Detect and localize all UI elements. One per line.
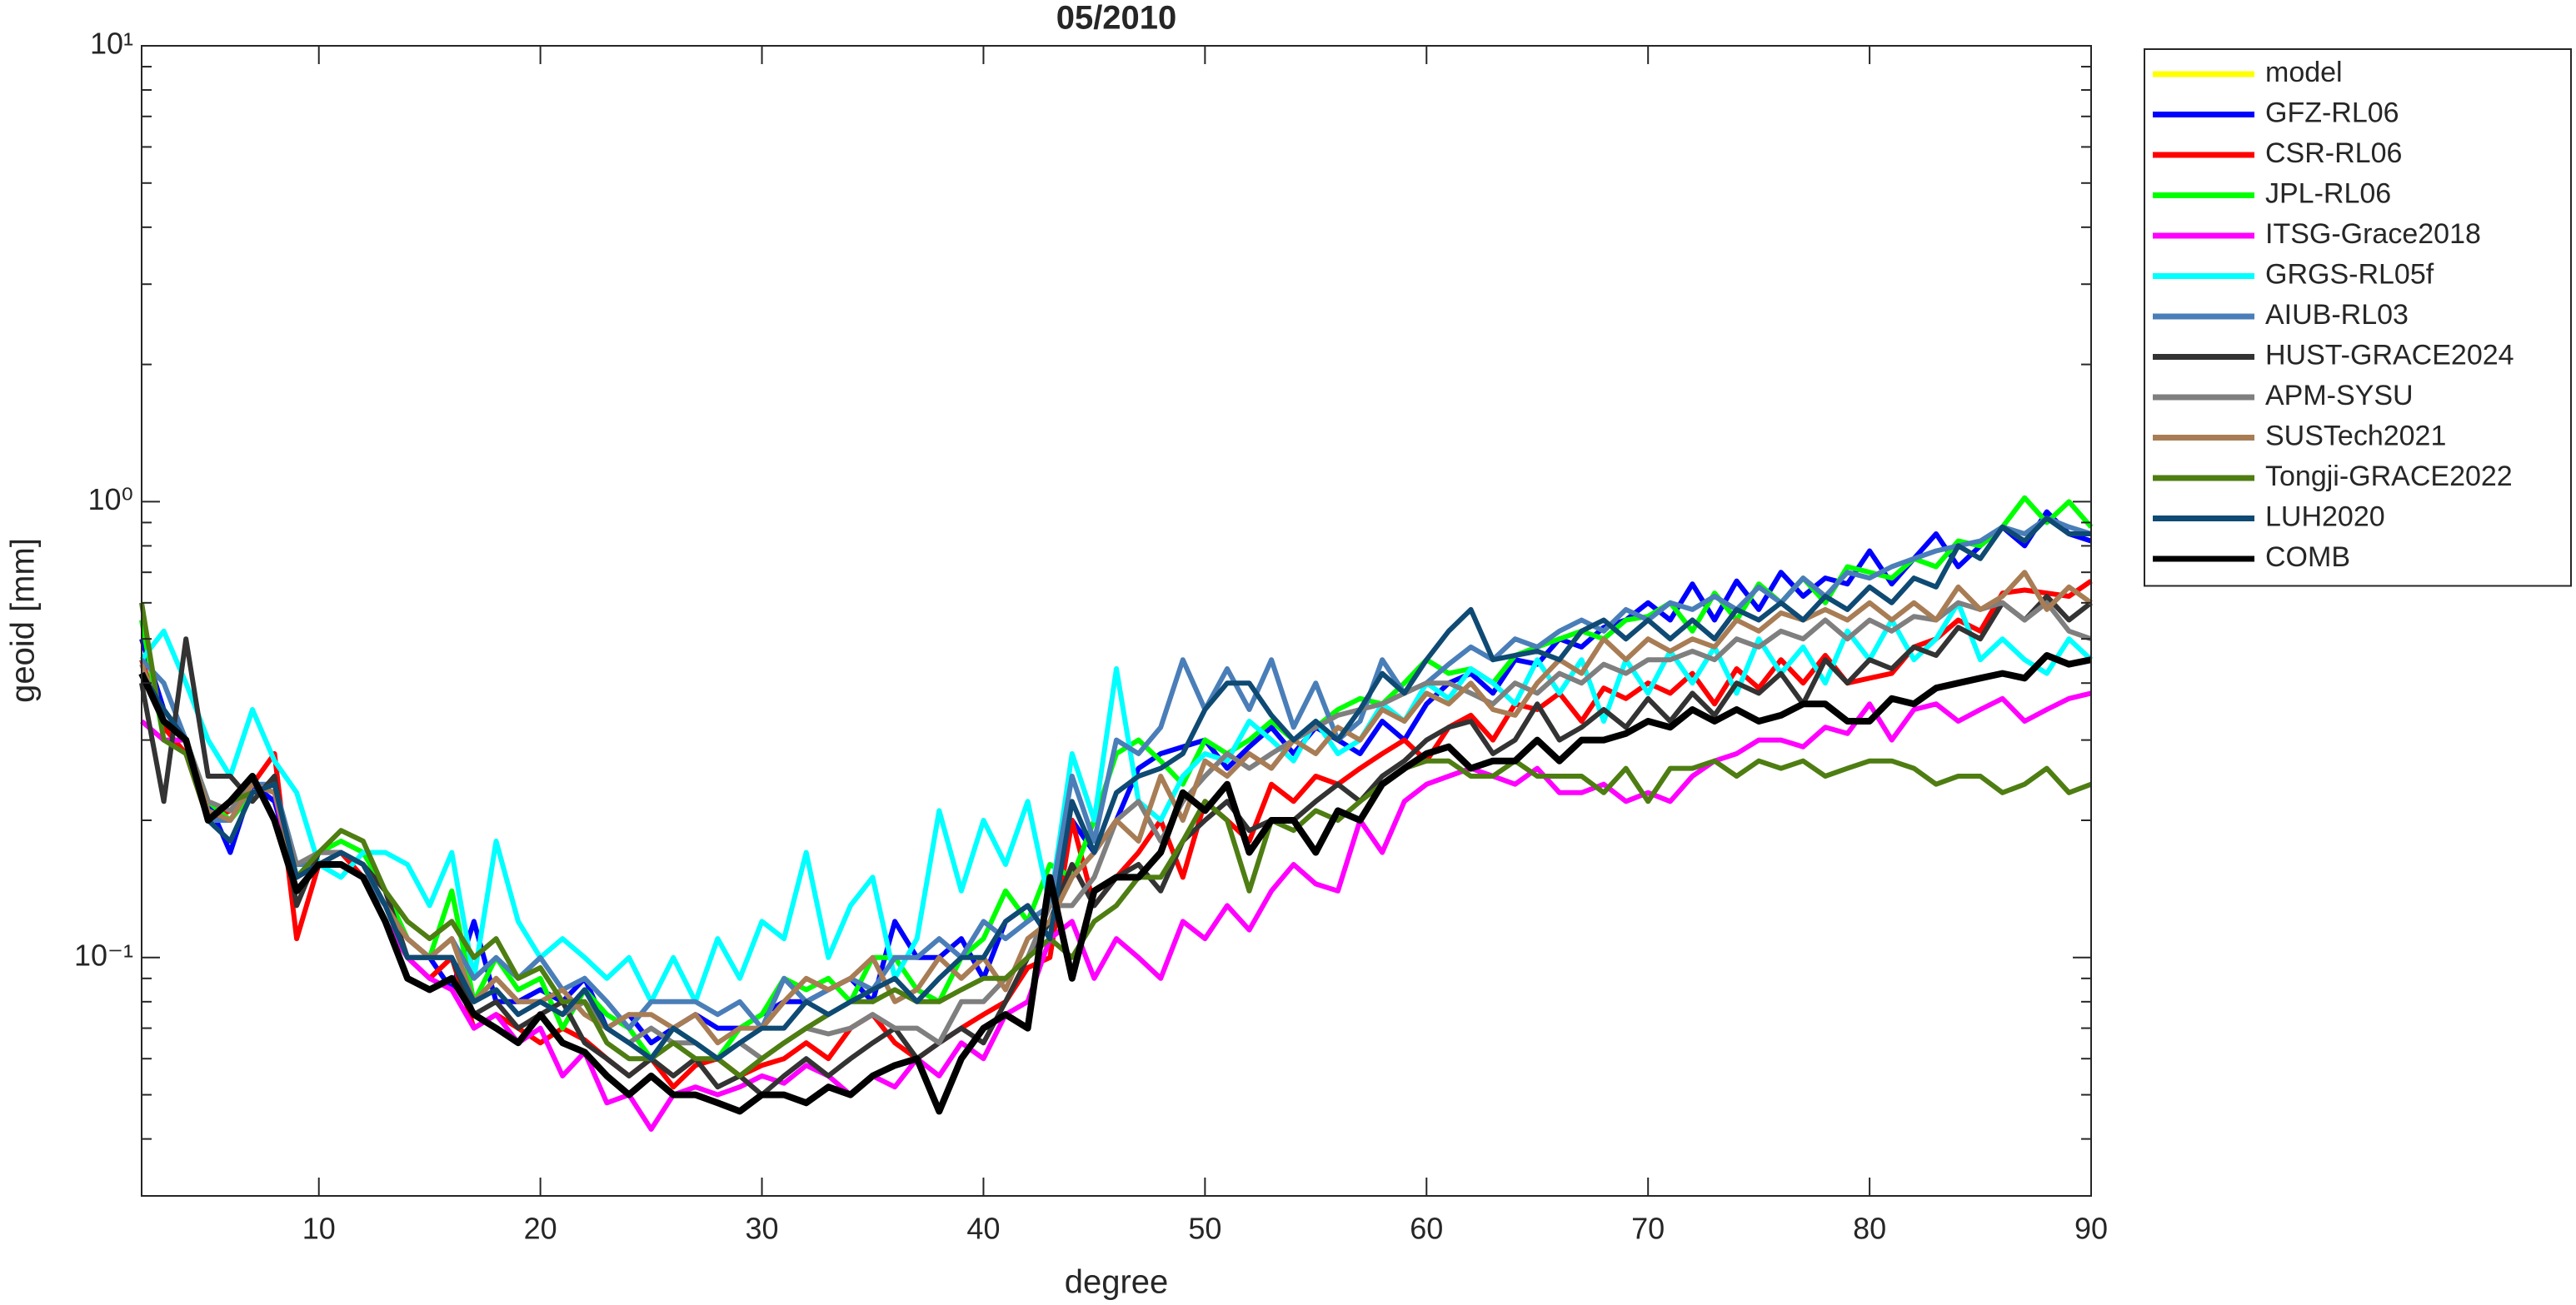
x-tick-label: 70 [1631,1212,1665,1246]
data-line [140,690,2092,1132]
x-tick-label: 30 [746,1212,779,1246]
legend-label: LUH2020 [2265,501,2385,532]
legend-label: ITSG-Grace2018 [2265,218,2481,250]
x-tick-label: 50 [1188,1212,1221,1246]
data-line [139,570,2093,1046]
legend-label: Tongji-GRACE2022 [2265,461,2513,492]
x-axis-label: degree [1065,1264,1169,1301]
x-tick-label: 90 [2074,1212,2108,1246]
legend-label: GFZ-RL06 [2265,97,2399,128]
x-tick-label: 20 [524,1212,557,1246]
x-tick-label: 80 [1853,1212,1886,1246]
legend-label: GRGS-RL05f [2265,258,2434,290]
data-line [139,600,2094,1004]
y-tick-label: 10⁰ [88,482,133,516]
legend-label: APM-SYSU [2265,380,2414,411]
data-line [139,516,2091,1062]
x-tick-label: 10 [302,1212,336,1246]
data-line [139,516,2092,1031]
x-tick-label: 40 [966,1212,1000,1246]
data-line [139,602,2093,1078]
plot-frame [141,45,2092,1197]
y-tick-label: 10⁻¹ [74,938,133,972]
x-tick-label: 60 [1410,1212,1443,1246]
legend-label: JPL-RL06 [2265,177,2391,209]
y-axis-label: geoid [mm] [5,538,42,703]
legend-label: COMB [2265,541,2350,573]
legend-label: HUST-GRACE2024 [2265,339,2514,371]
data-line [138,652,2092,1115]
chart-title: 05/2010 [1056,0,1177,37]
legend-label: model [2265,57,2343,88]
legend-label: CSR-RL06 [2265,137,2402,169]
legend-label: AIUB-RL03 [2265,299,2409,331]
legend-label: SUSTech2021 [2265,420,2446,451]
y-tick-label: 10¹ [90,27,133,61]
